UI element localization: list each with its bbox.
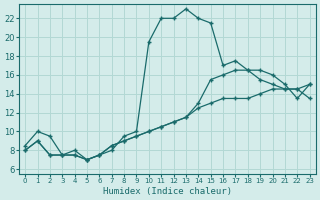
X-axis label: Humidex (Indice chaleur): Humidex (Indice chaleur) <box>103 187 232 196</box>
